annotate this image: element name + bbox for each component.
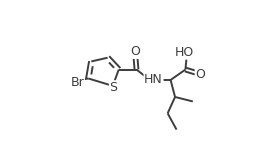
Text: O: O — [195, 67, 205, 80]
Text: O: O — [130, 45, 140, 58]
Text: HO: HO — [174, 46, 193, 59]
Text: HN: HN — [144, 73, 163, 86]
Text: S: S — [110, 81, 118, 94]
Text: Br: Br — [71, 76, 84, 89]
